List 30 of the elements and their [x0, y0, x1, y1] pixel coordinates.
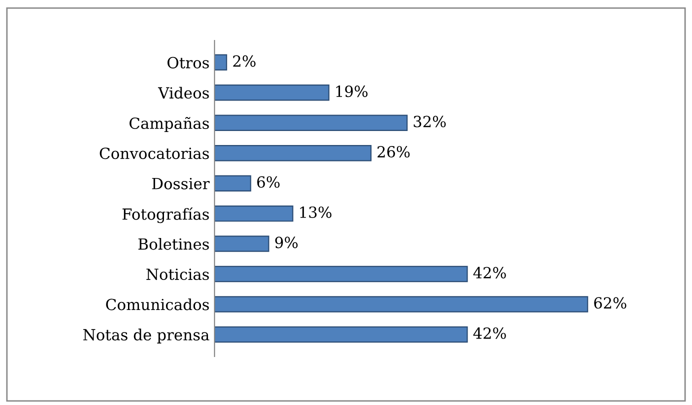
y-tick-label: Dossier: [152, 178, 210, 190]
bar: [214, 175, 252, 192]
data-label: 62%: [594, 297, 626, 309]
y-tick-label: Noticias: [146, 268, 209, 280]
y-tick-label: Fotografías: [122, 207, 209, 224]
data-label: 6%: [257, 176, 280, 188]
y-tick-label: Boletines: [138, 238, 209, 250]
y-tick-label: Convocatorias: [100, 148, 209, 160]
y-tick-label: Campañas: [130, 116, 209, 132]
bar: [214, 84, 330, 101]
data-label: 2%: [233, 55, 256, 67]
y-tick-label: Comunicados: [106, 298, 209, 310]
data-label: 26%: [378, 146, 410, 158]
bar: [214, 266, 468, 282]
y-tick-label: Notas de prensa: [83, 328, 210, 344]
data-label: 19%: [336, 86, 368, 98]
bar: [214, 296, 588, 312]
bar: [214, 205, 294, 222]
bar: [214, 326, 468, 343]
data-label: 42%: [473, 327, 506, 339]
y-tick-label: Videos: [158, 86, 209, 99]
data-label: 9%: [275, 236, 298, 248]
bar: [214, 236, 270, 252]
bar: [214, 144, 372, 162]
y-tick-label: Otros: [168, 56, 209, 68]
data-label: 32%: [414, 116, 446, 128]
bar: [214, 54, 228, 71]
bar: [214, 114, 408, 131]
data-label: 13%: [300, 206, 332, 218]
data-label: 42%: [473, 266, 506, 278]
